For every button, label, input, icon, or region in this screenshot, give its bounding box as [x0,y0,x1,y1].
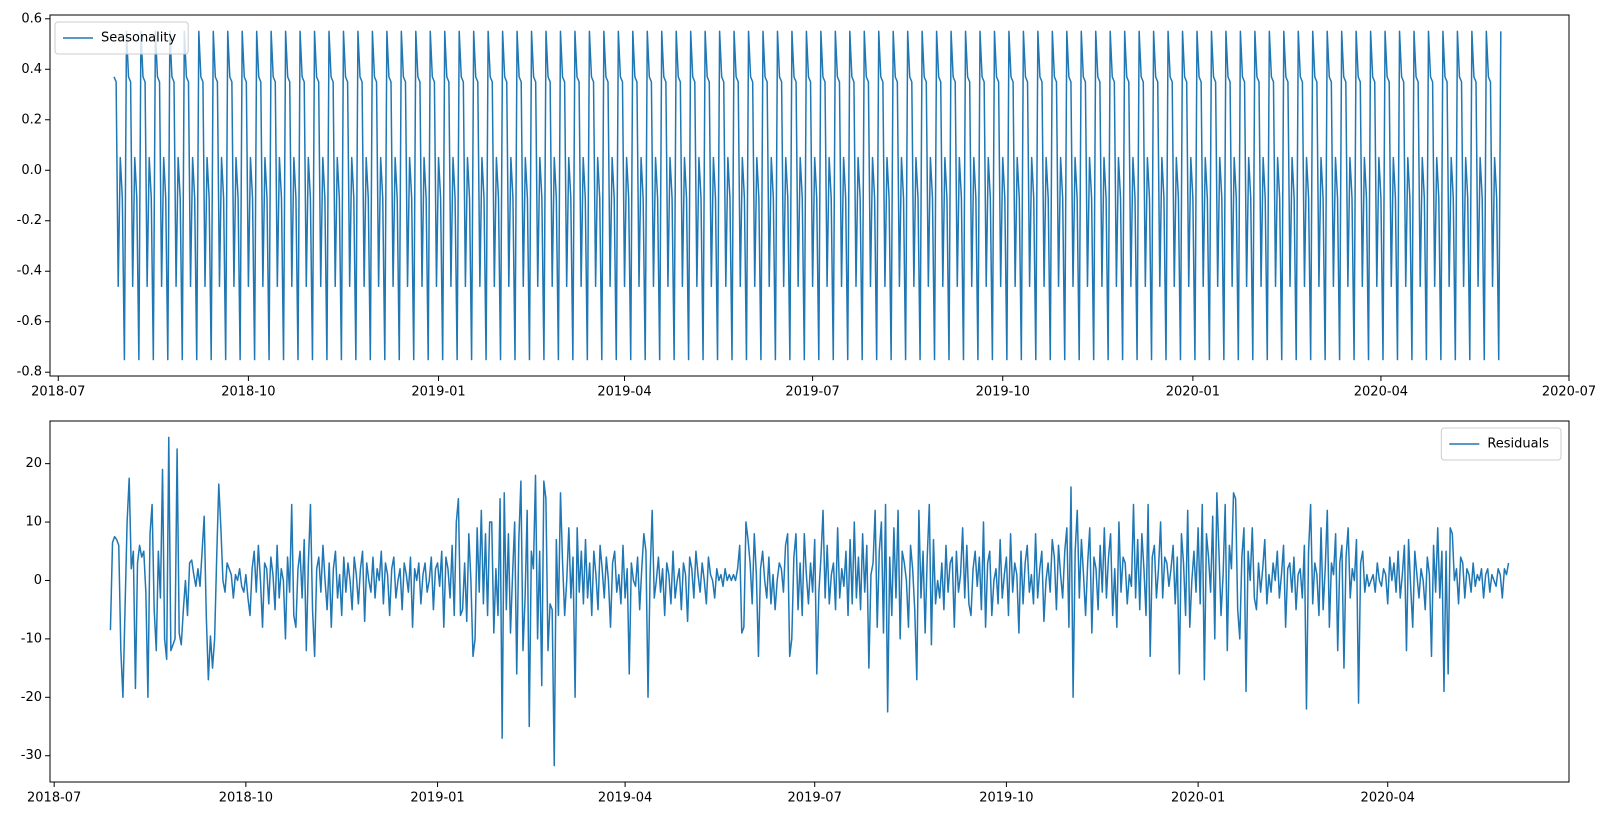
legend-box [1440,427,1562,461]
x-tick-label: 2019-01 [410,791,464,806]
x-tick-label: 2018-07 [27,791,81,806]
y-tick-label: 0.6 [21,11,42,26]
x-tick-label: 2019-10 [979,791,1033,806]
x-tick-label: 2019-01 [411,385,465,400]
y-tick-label: 0.4 [21,62,42,77]
y-tick-label: -30 [21,748,42,763]
y-tick-label: 0.2 [21,112,42,127]
legend-label: Residuals [1487,437,1549,452]
axes-frame [49,420,1570,783]
y-tick-label: 20 [25,456,42,471]
axes-frame [49,14,1570,377]
x-tick-label: 2019-04 [597,385,651,400]
y-tick-label: -0.8 [17,365,42,380]
y-tick-label: 0.0 [21,163,42,178]
legend-box [54,21,189,55]
x-tick-label: 2018-07 [31,385,85,400]
x-tick-label: 2019-04 [598,791,652,806]
series-line [113,30,1502,361]
plot-area [109,436,1510,767]
x-tick-label: 2019-07 [785,385,839,400]
series-line [109,436,1510,767]
legend-label: Seasonality [101,31,176,46]
subplot: -0.8 -0.6 -0.4 -0.2 0.0 0.2 0.4 0.6 2018-07 2018-… [17,11,1597,399]
x-tick-label: 2018-10 [221,385,275,400]
legend: Seasonality [54,21,189,55]
x-tick-label: 2018-10 [219,791,273,806]
y-tick-label: -0.4 [17,264,42,279]
y-tick-label: -0.6 [17,314,42,329]
x-tick-label: 2019-07 [788,791,842,806]
y-tick-label: 0 [34,573,42,588]
x-tick-label: 2020-04 [1354,385,1408,400]
legend: Residuals [1440,427,1562,461]
y-tick-label: -10 [21,631,42,646]
y-tick-label: -0.2 [17,213,42,228]
x-tick-label: 2019-10 [976,385,1030,400]
subplot: -30 -20 -10 0 10 20 2018-07 2018-10 2019-01 2019-… [21,420,1570,806]
y-tick-label: 10 [25,515,42,530]
x-tick-label: 2020-01 [1166,385,1220,400]
y-tick-label: -20 [21,690,42,705]
plot-area [113,30,1502,361]
x-tick-label: 2020-01 [1171,791,1225,806]
x-tick-label: 2020-07 [1542,385,1596,400]
x-tick-label: 2020-04 [1361,791,1415,806]
